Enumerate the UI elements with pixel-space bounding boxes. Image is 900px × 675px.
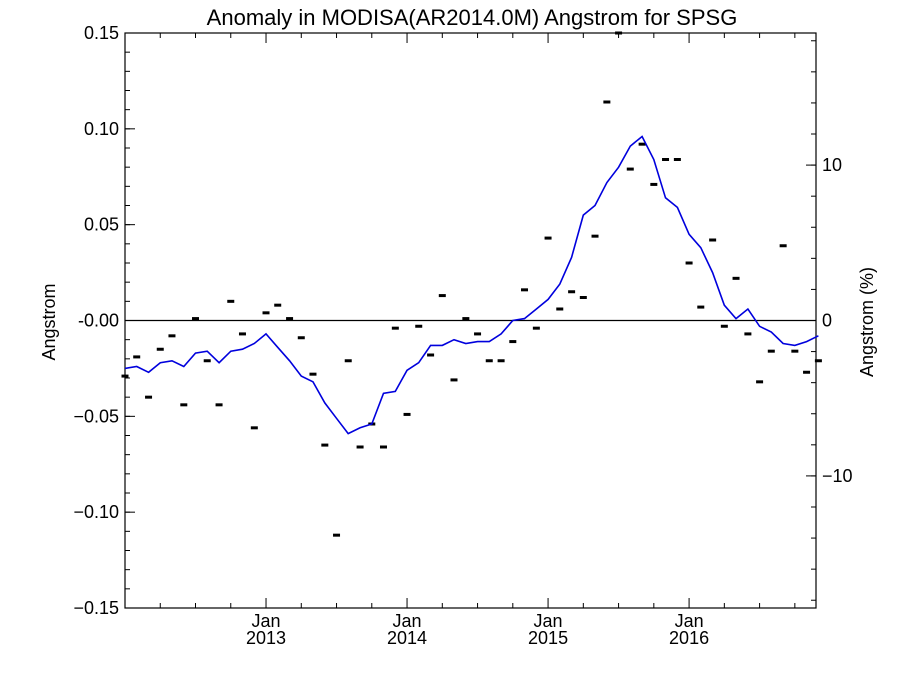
anomaly-point bbox=[121, 374, 129, 378]
anomaly-point bbox=[391, 326, 399, 330]
anomaly-point bbox=[333, 533, 341, 537]
y-axis-title: Angstrom bbox=[39, 283, 59, 360]
y-tick-label: −0.15 bbox=[73, 598, 119, 618]
anomaly-point bbox=[556, 307, 564, 311]
anomaly-point bbox=[791, 349, 799, 353]
anomaly-point bbox=[568, 290, 576, 294]
anomaly-point bbox=[615, 31, 623, 35]
x-tick-label-month: Jan bbox=[675, 611, 704, 631]
anomaly-point bbox=[709, 238, 717, 242]
anomaly-point bbox=[227, 299, 235, 303]
anomaly-point bbox=[662, 158, 670, 161]
anomaly-point bbox=[732, 276, 740, 280]
anomaly-point bbox=[450, 378, 458, 382]
y-tick-label: 0.10 bbox=[84, 119, 119, 139]
anomaly-point bbox=[274, 303, 282, 307]
anomaly-point bbox=[133, 355, 141, 359]
anomaly-point bbox=[626, 167, 634, 171]
anomaly-point bbox=[756, 380, 764, 384]
anomaly-point bbox=[180, 403, 188, 407]
anomaly-point bbox=[509, 340, 517, 344]
anomaly-point bbox=[262, 311, 270, 315]
y-tick-label: −0.10 bbox=[73, 502, 119, 522]
y-tick-label: −0.05 bbox=[73, 406, 119, 426]
x-tick-label-year: 2014 bbox=[387, 628, 427, 648]
anomaly-point bbox=[720, 324, 728, 328]
anomaly-point bbox=[356, 445, 364, 449]
anomaly-point bbox=[379, 445, 387, 449]
anomaly-point bbox=[145, 395, 153, 399]
anomaly-point bbox=[697, 305, 705, 309]
anomaly-point bbox=[286, 317, 294, 321]
anomaly-point bbox=[638, 142, 646, 146]
anomaly-point bbox=[744, 332, 752, 336]
anomaly-point bbox=[203, 359, 211, 363]
y2-tick-label: 10 bbox=[822, 155, 842, 175]
anomaly-point bbox=[250, 426, 258, 430]
chart-title: Anomaly in MODISA(AR2014.0M) Angstrom fo… bbox=[207, 5, 738, 30]
y2-tick-label: −10 bbox=[822, 466, 853, 486]
anomaly-point bbox=[238, 332, 246, 336]
anomaly-point bbox=[579, 296, 587, 299]
x-tick-label-month: Jan bbox=[393, 611, 422, 631]
x-tick-label-year: 2013 bbox=[246, 628, 286, 648]
anomaly-point bbox=[591, 234, 599, 238]
y-tick-label: 0.15 bbox=[84, 23, 119, 43]
anomaly-point bbox=[321, 443, 329, 447]
anomaly-point bbox=[532, 326, 540, 330]
y-tick-label: -0.00 bbox=[78, 311, 119, 331]
anomaly-point bbox=[415, 324, 423, 328]
anomaly-point bbox=[485, 359, 493, 363]
anomaly-point bbox=[156, 347, 164, 351]
anomaly-point bbox=[344, 359, 352, 363]
anomaly-point bbox=[603, 100, 611, 104]
anomaly-point bbox=[673, 158, 681, 161]
y2-axis-title: Angstrom (%) bbox=[857, 267, 877, 377]
anomaly-point bbox=[168, 334, 176, 338]
anomaly-point bbox=[544, 236, 552, 240]
anomaly-point bbox=[497, 359, 505, 363]
y2-tick-label: 0 bbox=[822, 311, 832, 331]
anomaly-point bbox=[427, 353, 435, 357]
plot-area: −0.15 −0.10 −0.05 -0.00 0.05 0.10 0.15 −10 0 10 Ja… bbox=[73, 23, 852, 648]
anomaly-point bbox=[685, 261, 693, 265]
anomaly-point bbox=[297, 336, 305, 340]
anomaly-point bbox=[309, 372, 317, 376]
running-mean-line bbox=[124, 135, 819, 435]
x-tick-label-month: Jan bbox=[252, 611, 281, 631]
anomaly-point bbox=[814, 359, 822, 363]
anomaly-point bbox=[779, 244, 787, 248]
anomaly-point bbox=[192, 317, 200, 321]
anomaly-point bbox=[462, 317, 470, 321]
y-tick-label: 0.05 bbox=[84, 215, 119, 235]
x-tick-label-month: Jan bbox=[534, 611, 563, 631]
anomaly-point bbox=[474, 332, 482, 336]
anomaly-point bbox=[438, 294, 446, 298]
anomaly-point bbox=[650, 182, 658, 186]
x-tick-label-year: 2016 bbox=[669, 628, 709, 648]
anomaly-point bbox=[767, 349, 775, 353]
anomaly-point bbox=[403, 412, 411, 416]
anomaly-point bbox=[215, 403, 223, 407]
anomaly-point bbox=[521, 288, 529, 292]
anomaly-point bbox=[803, 370, 811, 374]
x-tick-label-year: 2015 bbox=[528, 628, 568, 648]
